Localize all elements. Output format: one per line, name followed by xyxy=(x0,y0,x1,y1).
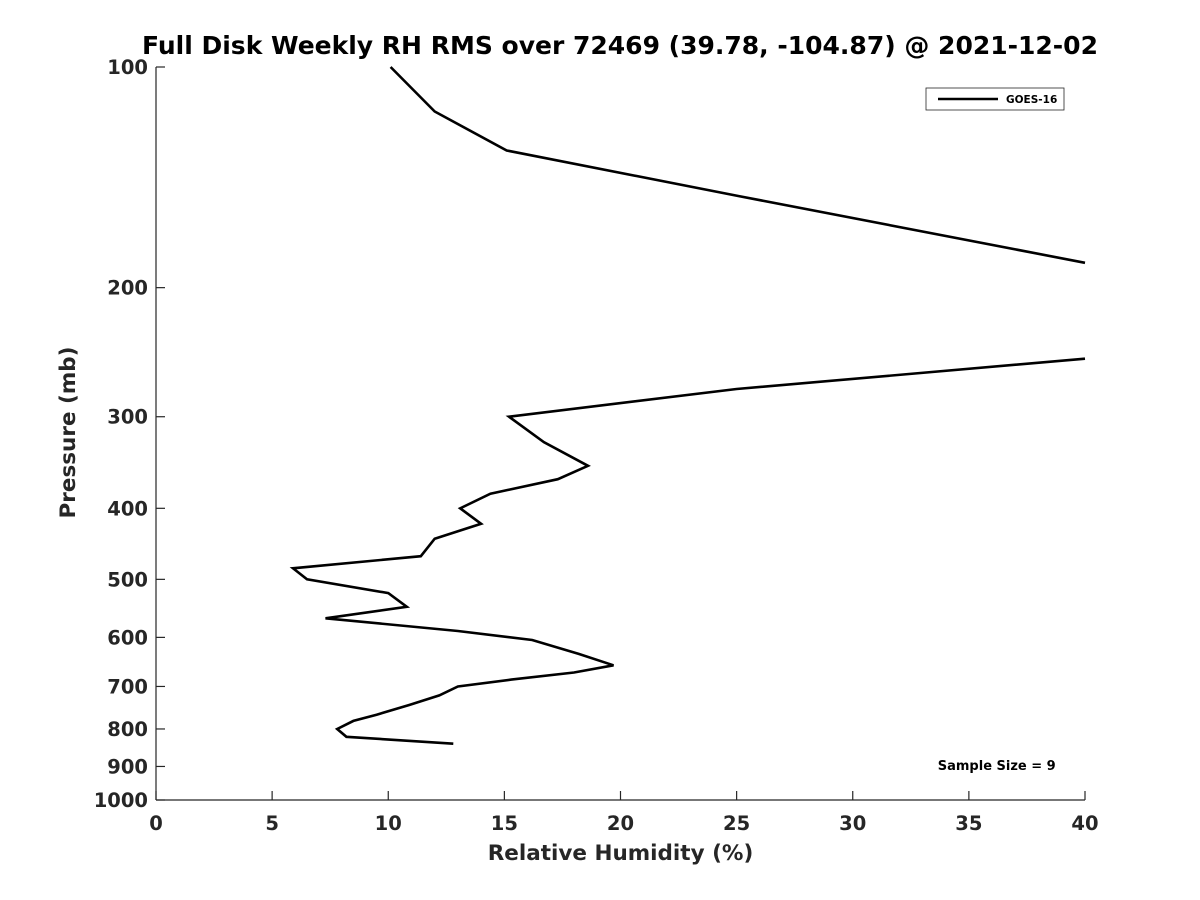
legend-label: GOES-16 xyxy=(1006,94,1057,106)
y-tick-label: 100 xyxy=(107,56,148,79)
x-tick-label: 5 xyxy=(265,812,279,835)
x-axis-ticks: 0 5 10 15 20 25 30 35 40 xyxy=(149,791,1099,835)
x-tick-label: 15 xyxy=(491,812,518,835)
series-line-goes-16 xyxy=(289,357,1086,745)
x-tick-label: 30 xyxy=(839,812,866,835)
y-tick-label: 500 xyxy=(107,568,148,591)
y-tick-label: 200 xyxy=(107,277,148,300)
y-tick-label: 300 xyxy=(107,406,148,429)
y-axis-label: Pressure (mb) xyxy=(56,347,81,519)
series-line-goes-16 xyxy=(389,66,1086,265)
x-tick-label: 35 xyxy=(955,812,982,835)
legend: GOES-16 xyxy=(925,87,1065,111)
series-lines xyxy=(289,66,1086,745)
x-axis-label: Relative Humidity (%) xyxy=(488,841,754,866)
y-tick-label: 1000 xyxy=(94,789,148,812)
x-tick-label: 40 xyxy=(1071,812,1098,835)
y-axis-ticks: 100 200 300 400 500 600 700 800 900 1000 xyxy=(94,56,165,812)
x-tick-label: 0 xyxy=(149,812,163,835)
sample-size-annotation: Sample Size = 9 xyxy=(938,759,1056,774)
annotations: Sample Size = 9 xyxy=(938,759,1056,774)
y-tick-label: 700 xyxy=(107,675,148,698)
x-tick-label: 25 xyxy=(723,812,750,835)
x-tick-label: 20 xyxy=(607,812,634,835)
y-tick-label: 800 xyxy=(107,718,148,741)
axes xyxy=(155,67,1085,801)
y-tick-label: 400 xyxy=(107,497,148,520)
y-tick-label: 900 xyxy=(107,755,148,778)
y-tick-label: 600 xyxy=(107,626,148,649)
chart-title: Full Disk Weekly RH RMS over 72469 (39.7… xyxy=(142,31,1098,60)
x-tick-label: 10 xyxy=(375,812,402,835)
